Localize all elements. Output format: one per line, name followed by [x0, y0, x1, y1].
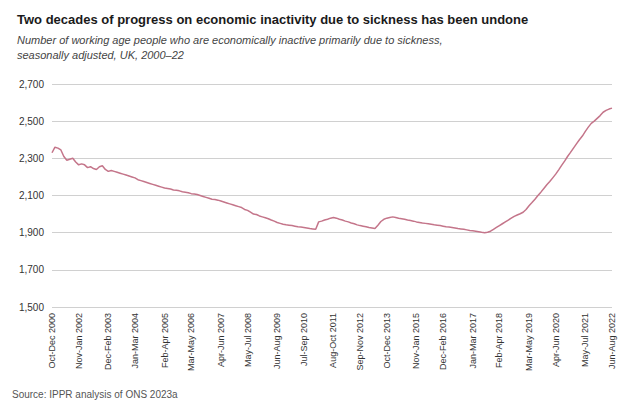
svg-text:Oct-Dec 2000: Oct-Dec 2000	[47, 313, 57, 369]
svg-text:Nov-Jan 2015: Nov-Jan 2015	[411, 313, 421, 369]
svg-text:Dec-Feb 2003: Dec-Feb 2003	[103, 313, 113, 370]
svg-text:Aug-Oct 2011: Aug-Oct 2011	[328, 313, 338, 368]
svg-text:Jul-Sep 2010: Jul-Sep 2010	[299, 313, 309, 366]
svg-text:Source: IPPR analysis of ONS 2: Source: IPPR analysis of ONS 2023a	[12, 389, 178, 400]
svg-text:Mar-May 2006: Mar-May 2006	[186, 313, 196, 371]
svg-text:1,700: 1,700	[19, 264, 44, 275]
svg-text:Jan-Mar 2017: Jan-Mar 2017	[468, 313, 478, 369]
svg-text:1,500: 1,500	[19, 302, 44, 313]
svg-text:Jun-Aug 2009: Jun-Aug 2009	[272, 313, 282, 369]
svg-text:Two decades of progress on eco: Two decades of progress on economic inac…	[17, 12, 528, 27]
svg-text:Jan-Mar 2004: Jan-Mar 2004	[130, 313, 140, 369]
svg-text:Apr-Jun 2020: Apr-Jun 2020	[551, 313, 561, 367]
svg-text:May-Jul 2008: May-Jul 2008	[243, 313, 253, 367]
svg-text:Nov-Jan 2002: Nov-Jan 2002	[74, 313, 84, 369]
svg-text:Jun-Aug 2022: Jun-Aug 2022	[607, 313, 617, 369]
svg-text:Sep-Nov 2012: Sep-Nov 2012	[355, 313, 365, 371]
svg-text:2,500: 2,500	[19, 116, 44, 127]
svg-text:Mar-May 2019: Mar-May 2019	[524, 313, 534, 371]
svg-text:Feb-Apr 2018: Feb-Apr 2018	[494, 313, 504, 368]
svg-text:seasonally adjusted, UK, 2000–: seasonally adjusted, UK, 2000–22	[17, 49, 184, 61]
svg-text:Oct-Dec 2013: Oct-Dec 2013	[382, 313, 392, 369]
svg-text:1,900: 1,900	[19, 227, 44, 238]
svg-text:Number of working age people w: Number of working age people who are eco…	[17, 34, 443, 46]
svg-text:2,700: 2,700	[19, 79, 44, 90]
svg-text:May-Jul 2021: May-Jul 2021	[580, 313, 590, 367]
svg-text:2,300: 2,300	[19, 153, 44, 164]
svg-text:Feb-Apr 2005: Feb-Apr 2005	[160, 313, 170, 368]
svg-text:2,100: 2,100	[19, 190, 44, 201]
svg-text:Apr-Jun 2007: Apr-Jun 2007	[216, 313, 226, 367]
svg-text:Dec-Feb 2016: Dec-Feb 2016	[438, 313, 448, 370]
